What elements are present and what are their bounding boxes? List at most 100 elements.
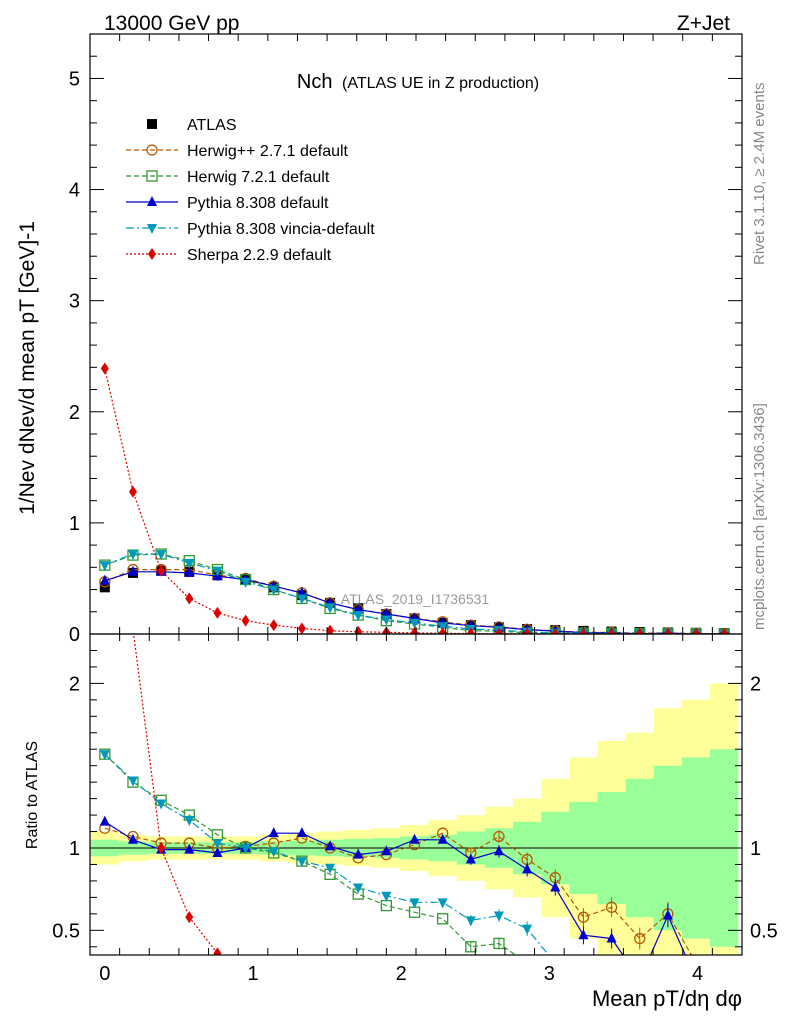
ratio-point-pythia-8-308-default-18	[606, 932, 617, 943]
legend-label-sherpa-2-2-9-default: Sherpa 2.2.9 default	[187, 247, 332, 264]
point-sherpa-2-2-9-default-20	[663, 627, 672, 634]
point-sherpa-2-2-9-default-13	[466, 627, 475, 634]
point-pythia-8-308-vincia-default-1	[127, 550, 138, 560]
legend-item-herwig-2-7-1-default: Herwig++ 2.7.1 default	[126, 143, 349, 160]
ratio-point-sherpa-2-2-9-default-2	[157, 842, 166, 854]
point-sherpa-2-2-9-default-7	[297, 622, 306, 634]
ratio-line-herwig-2-7-1-default	[104, 827, 693, 955]
ratio-bands	[90, 683, 739, 955]
point-pythia-8-308-vincia-default-4	[212, 566, 223, 577]
ratio-series-pythia-8-308-default	[99, 815, 686, 955]
y-ticks-main: 0 1 2 3 4 5	[69, 33, 742, 646]
point-pythia-8-308-default-1	[127, 565, 138, 576]
point-sherpa-2-2-9-default-17	[579, 627, 588, 634]
ratio-point-pythia-8-308-default-3	[184, 843, 195, 854]
ratio-point-sherpa-2-2-9-default-4	[213, 947, 222, 955]
y-axis-label-text: 1/Nev dNev/d mean pT [GeV]-1	[16, 221, 39, 515]
y-tick-label-3: 3	[69, 291, 80, 313]
legend-item-pythia-8-308-default: Pythia 8.308 default	[126, 195, 329, 212]
ratio-panel	[89, 633, 743, 956]
ratio-point-pythia-8-308-default-0	[99, 815, 110, 826]
ratio-point-herwig-7-2-1-default-14	[493, 937, 505, 950]
legend-item-herwig-7-2-1-default: Herwig 7.2.1 default	[126, 169, 330, 186]
plot-title-group: Nch (ATLAS UE in Z production)	[297, 71, 539, 93]
ratio-point-pythia-8-308-vincia-default-0	[99, 750, 110, 761]
point-sherpa-2-2-9-default-3	[185, 592, 194, 605]
point-sherpa-2-2-9-default-8	[326, 624, 335, 634]
ratio-point-pythia-8-308-vincia-default-3	[184, 816, 195, 827]
ratio-point-pythia-8-308-vincia-default-12	[437, 898, 448, 909]
legend-label-pythia-8-308-default: Pythia 8.308 default	[187, 195, 329, 212]
ratio-point-pythia-8-308-default-9	[353, 848, 364, 859]
ratio-point-herwig-2-7-1-default-19	[634, 932, 646, 945]
x-ticks: 0 1 2 3 4	[89, 34, 743, 985]
ratio-point-pythia-8-308-default-12	[437, 833, 448, 844]
point-sherpa-2-2-9-default-0	[100, 362, 109, 375]
mcplots-label: mcplots.cern.ch [arXiv:1306.3436]	[751, 403, 768, 630]
point-sherpa-2-2-9-default-6	[269, 619, 278, 632]
x-axis-label: Mean pT/dη dφ	[592, 986, 742, 1011]
x-tick-label-0: 0	[99, 963, 110, 985]
point-pythia-8-308-default-3	[184, 566, 195, 577]
point-sherpa-2-2-9-default-5	[241, 614, 250, 627]
ratio-point-pythia-8-308-vincia-default-1	[127, 776, 138, 787]
ratio-point-herwig-2-7-1-default-14	[493, 830, 505, 843]
ratio-tick-label-right-0.5: 0.5	[750, 920, 778, 942]
point-sherpa-2-2-9-default-11	[410, 626, 419, 634]
point-pythia-8-308-vincia-default-2	[156, 550, 167, 560]
ratio-point-pythia-8-308-default-6	[268, 827, 279, 838]
main-series	[99, 362, 730, 634]
rivet-label: Rivet 3.1.10, ≥ 2.4M events	[751, 83, 768, 266]
legend-item-sherpa-2-2-9-default: Sherpa 2.2.9 default	[126, 247, 332, 264]
ratio-point-pythia-8-308-default-17	[578, 929, 589, 940]
legend-label-pythia-8-308-vincia-default: Pythia 8.308 vincia-default	[187, 221, 375, 238]
point-sherpa-2-2-9-default-14	[494, 627, 503, 634]
legend-marker-atlas	[147, 119, 157, 129]
point-pythia-8-308-vincia-default-6	[268, 585, 279, 596]
y-ticks-ratio: 0.5 0.5 1 1 2 2	[52, 649, 778, 948]
x-tick-label-1: 1	[247, 963, 258, 985]
ratio-point-pythia-8-308-vincia-default-11	[409, 898, 420, 909]
point-pythia-8-308-vincia-default-5	[240, 577, 251, 588]
legend-label-herwig-7-2-1-default: Herwig 7.2.1 default	[187, 169, 330, 186]
ratio-tick-label-right-2: 2	[750, 673, 761, 695]
y-tick-label-5: 5	[69, 68, 80, 90]
ratio-point-pythia-8-308-default-1	[127, 833, 138, 844]
point-pythia-8-308-vincia-default-0	[99, 561, 110, 572]
ratio-tick-label-left-1: 1	[69, 838, 80, 860]
legend-item-pythia-8-308-vincia-default: Pythia 8.308 vincia-default	[126, 221, 375, 238]
x-tick-label-4: 4	[692, 963, 703, 985]
ratio-series-sherpa-2-2-9-default	[133, 634, 222, 955]
ratio-point-pythia-8-308-default-11	[409, 833, 420, 844]
point-sherpa-2-2-9-default-16	[551, 627, 560, 634]
point-pythia-8-308-default-0	[99, 574, 110, 585]
point-sherpa-2-2-9-default-18	[607, 627, 616, 634]
analysis-watermark: ATLAS_2019_I1736531	[341, 591, 490, 607]
ratio-point-pythia-8-308-default-14	[493, 845, 504, 856]
point-pythia-8-308-default-7	[296, 586, 307, 597]
point-sherpa-2-2-9-default-12	[438, 627, 447, 634]
legend-marker-herwig-7-2-1-default	[146, 170, 158, 182]
point-sherpa-2-2-9-default-22	[720, 627, 729, 634]
point-pythia-8-308-vincia-default-10	[381, 615, 392, 626]
ratio-point-pythia-8-308-default-10	[381, 845, 392, 856]
legend: ATLAS Herwig++ 2.7.1 default Herwig 7.2.1 …	[126, 117, 375, 264]
ratio-point-pythia-8-308-default-16	[550, 881, 561, 892]
ratio-point-pythia-8-308-default-20	[662, 909, 673, 920]
point-sherpa-2-2-9-default-2	[157, 564, 166, 577]
legend-marker-sherpa-2-2-9-default	[148, 248, 156, 260]
point-sherpa-2-2-9-default-21	[692, 627, 701, 634]
ratio-point-herwig-2-7-1-default-17	[577, 911, 590, 923]
ratio-tick-label-left-2: 2	[69, 673, 80, 695]
point-pythia-8-308-vincia-default-9	[353, 611, 364, 622]
ratio-point-herwig-7-2-1-default-13	[465, 941, 477, 953]
ratio-point-pythia-8-308-default-4	[212, 846, 223, 857]
ratio-point-pythia-8-308-default-15	[522, 863, 533, 874]
legend-marker-pythia-8-308-vincia-default	[147, 224, 157, 234]
ratio-point-pythia-8-308-vincia-default-8	[325, 863, 336, 874]
legend-item-atlas: ATLAS	[147, 117, 237, 134]
y-tick-label-0: 0	[69, 624, 80, 646]
legend-label-atlas: ATLAS	[187, 117, 237, 134]
ratio-y-axis-label-text: Ratio to ATLAS	[24, 741, 41, 849]
